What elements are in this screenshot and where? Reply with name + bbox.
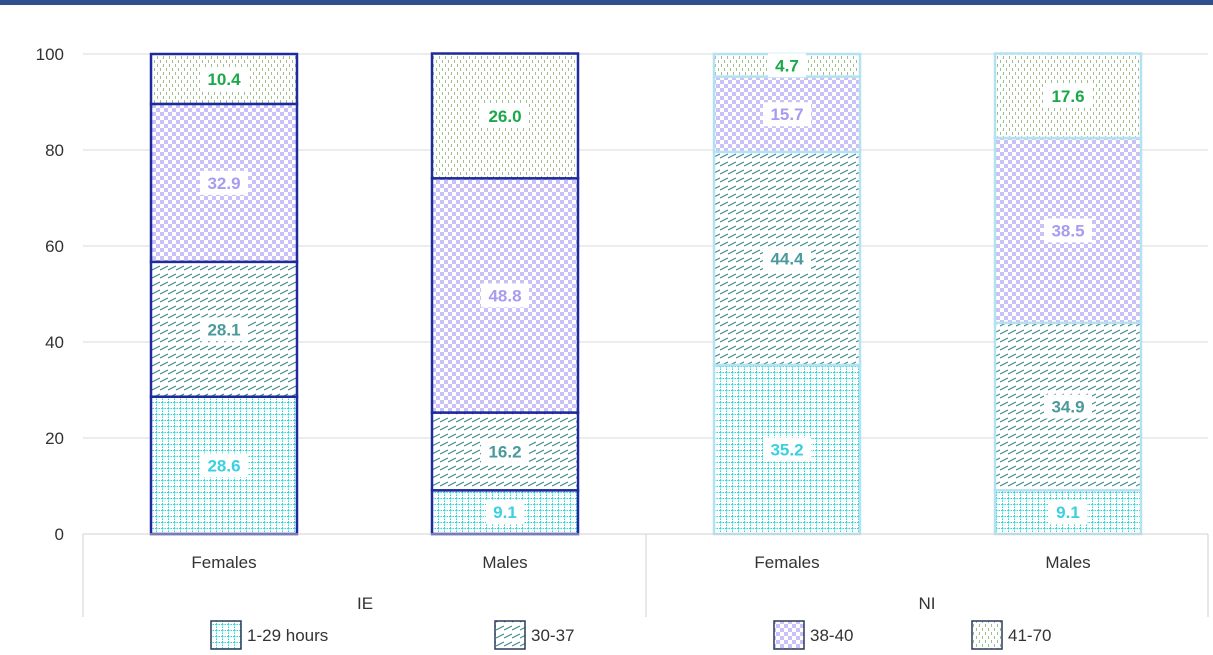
x-axis: Females Males Females Males IE NI [82,533,1209,617]
data-label-bg [1044,394,1092,419]
x-category-label: Females [191,553,256,572]
data-label: 4.7 [775,56,799,75]
data-label: 34.9 [1051,398,1084,417]
data-label: 9.1 [1056,503,1080,522]
y-tick-label: 100 [36,45,64,64]
data-labels: 28.6 28.1 32.9 10.4 9.1 16.2 48.8 26.0 35.2 44.4 1… [200,53,1092,525]
data-label: 35.2 [770,441,803,460]
top-rule [0,0,1213,5]
legend-swatch-41-70 [971,620,1003,650]
data-label: 48.8 [488,286,521,305]
data-label: 17.6 [1051,87,1084,106]
data-label: 10.4 [207,70,241,89]
x-group-label: NI [919,594,936,613]
legend-swatch-38-40 [773,620,805,650]
data-label-bg [1049,500,1087,525]
data-label-bg [200,317,248,342]
data-label: 16.2 [488,442,521,461]
data-label: 38.5 [1051,221,1084,240]
legend-label: 41-70 [1008,626,1051,645]
y-tick-label: 40 [45,333,64,352]
data-label-bg [763,437,811,462]
data-label: 26.0 [488,107,521,126]
data-label: 32.9 [207,174,240,193]
data-label-bg [481,283,529,308]
data-label-bg [481,103,529,128]
data-label-bg [481,439,529,464]
legend-swatch-1-29-hours [210,620,242,650]
data-label-bg [763,102,811,127]
data-label-bg [1044,218,1092,243]
data-label-bg [200,170,248,195]
legend-label: 1-29 hours [247,626,328,645]
data-label: 9.1 [493,503,517,522]
x-category-label: Males [1045,553,1090,572]
data-label: 15.7 [770,105,803,124]
x-group-label: IE [357,594,373,613]
data-label: 44.4 [770,249,804,268]
bars [149,52,1143,536]
y-tick-label: 20 [45,429,64,448]
legend-label: 30-37 [531,626,574,645]
y-tick-label: 60 [45,237,64,256]
y-tick-label: 0 [55,525,64,544]
data-label: 28.1 [207,320,240,339]
data-label-bg [200,66,248,91]
legend: 1-29 hours 30-37 38-40 41-70 [210,620,1051,650]
data-label-bg [1044,83,1092,108]
data-label-bg [763,246,811,271]
data-label: 28.6 [207,456,240,475]
data-label-bg [200,453,248,478]
data-label-bg [486,500,524,525]
x-category-label: Males [482,553,527,572]
y-tick-label: 80 [45,141,64,160]
legend-label: 38-40 [810,626,853,645]
data-label-bg [768,53,806,78]
y-axis: 0 20 40 60 80 100 [36,45,64,544]
x-category-label: Females [754,553,819,572]
legend-swatch-30-37 [494,620,526,650]
